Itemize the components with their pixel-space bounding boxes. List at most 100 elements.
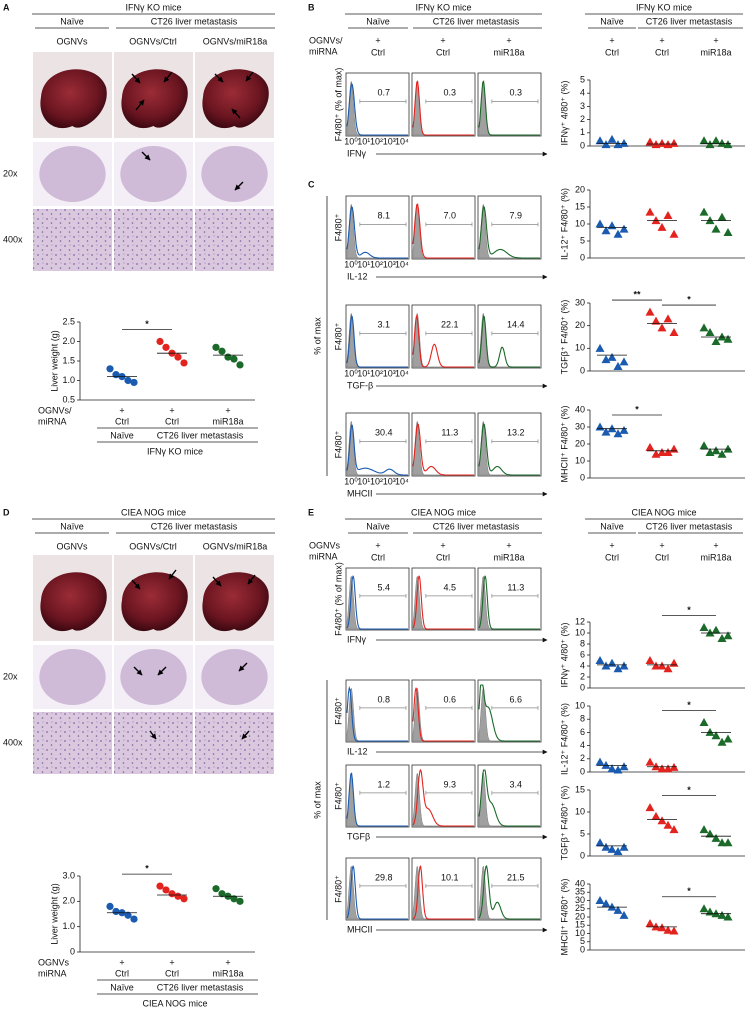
gate-percentage: 0.3 [444, 88, 457, 98]
data-point [619, 138, 629, 147]
stained-histogram [412, 687, 474, 742]
data-point [651, 762, 661, 771]
photo-arrow [163, 71, 173, 83]
row-label: OGNVs/ [309, 35, 343, 45]
data-point [717, 212, 727, 221]
y-tick-label: 0 [580, 944, 585, 954]
data-point [619, 842, 629, 851]
y-tick-label: 6 [580, 649, 585, 659]
flow-x-tick-label: 10⁰ [344, 476, 358, 486]
data-point [607, 352, 617, 361]
data-point [669, 327, 679, 336]
data-point [230, 355, 238, 363]
data-point [705, 727, 715, 736]
y-axis-label: TGFβ⁺ F4/80⁺ (%) [559, 300, 569, 375]
y-tick-label: 6 [580, 727, 585, 737]
mirna-label: miR18a [212, 968, 243, 978]
data-point [619, 661, 629, 670]
data-point [174, 353, 182, 361]
data-point [236, 897, 244, 905]
stained-histogram [412, 313, 474, 368]
tissue-section [39, 146, 106, 202]
data-point [711, 731, 721, 740]
stained-histogram [346, 772, 408, 827]
data-point [699, 136, 709, 145]
flow-x-tick-label: 10² [370, 136, 383, 146]
y-tick-label: 3.0 [62, 870, 75, 880]
y-tick-label: 0 [580, 140, 585, 150]
data-point [723, 631, 733, 640]
photo-arrow [238, 662, 248, 672]
data-point [699, 623, 709, 631]
data-point [613, 229, 623, 238]
data-point [705, 140, 715, 149]
data-point [657, 448, 667, 456]
significance-label: * [687, 886, 691, 896]
data-point [651, 811, 661, 820]
significance-label: * [687, 294, 691, 304]
gate-percentage: 7.0 [444, 211, 457, 221]
data-point [645, 656, 655, 664]
header-title: CIEA NOG mice [631, 507, 696, 517]
stained-histogram [478, 423, 540, 476]
mirna-label: miR18a [700, 552, 731, 562]
stained-histogram [478, 684, 540, 742]
group-header: CT26 liver metastasis [433, 521, 520, 531]
data-point [106, 365, 114, 373]
data-point [613, 361, 623, 370]
y-tick-label: 25 [575, 903, 585, 913]
data-point [663, 820, 673, 829]
flow-x-label: IL-12 [347, 746, 368, 756]
data-point [651, 661, 661, 670]
data-point [699, 207, 709, 216]
treatment-label: + [506, 540, 511, 550]
flow-frame [411, 304, 476, 369]
flow-x-label: IFNγ [347, 148, 366, 158]
histology-400x [195, 209, 274, 271]
photo-arrow [131, 73, 141, 84]
data-point [601, 355, 611, 364]
gate-percentage: 6.6 [510, 694, 523, 704]
y-tick-label: 12 [575, 616, 585, 626]
flow-x-tick-label: 10² [370, 368, 383, 378]
group-label: OGNVs/Ctrl [129, 541, 177, 551]
mirna-label: Ctrl [165, 968, 179, 978]
data-point [663, 314, 673, 323]
data-point [705, 628, 715, 637]
data-point [613, 765, 623, 774]
y-tick-label: 8 [580, 714, 585, 724]
data-point [663, 664, 673, 673]
y-tick-label: 10 [575, 455, 585, 465]
mirna-label: miR18a [493, 552, 524, 562]
data-point [717, 449, 727, 458]
data-point [619, 425, 629, 434]
flow-x-label: IFNγ [347, 634, 366, 644]
mirna-label: Ctrl [605, 47, 619, 57]
data-point [657, 323, 667, 332]
data-point [717, 737, 727, 746]
data-point [218, 890, 226, 898]
mirna-label: Ctrl [655, 47, 669, 57]
y-tick-label: 10 [575, 218, 585, 228]
y-tick-label: 10 [575, 627, 585, 637]
gate-percentage: 0.6 [444, 694, 457, 704]
flow-y-label: F4/80⁺ [333, 322, 343, 350]
significance-label: * [687, 605, 691, 615]
group-label: OGNVs/Ctrl [129, 36, 177, 46]
row-label: miRNA [309, 46, 338, 56]
header-title: CIEA NOG mice [121, 507, 186, 517]
y-tick-label: 5 [580, 74, 585, 84]
flow-frame [345, 72, 410, 137]
photo-arrow [141, 151, 151, 161]
y-tick-label: 35 [575, 887, 585, 897]
y-tick-label: 2 [580, 114, 585, 124]
data-point [645, 757, 655, 766]
data-point [124, 376, 132, 385]
group-header: Naïve [600, 16, 624, 26]
data-point [705, 327, 715, 336]
y-tick-label: 0 [70, 946, 75, 956]
significance-label: * [145, 864, 149, 874]
photo-arrow [231, 108, 241, 119]
data-point [619, 224, 629, 233]
group-label: OGNVs [56, 541, 88, 551]
